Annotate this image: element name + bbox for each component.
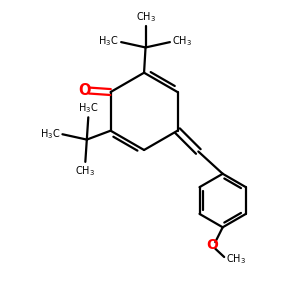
Text: CH$_3$: CH$_3$ <box>172 34 192 48</box>
Text: O: O <box>79 83 91 98</box>
Text: H$_3$C: H$_3$C <box>78 101 98 115</box>
Text: CH$_3$: CH$_3$ <box>226 253 246 266</box>
Text: H$_3$C: H$_3$C <box>40 127 60 141</box>
Text: CH$_3$: CH$_3$ <box>136 11 155 24</box>
Text: CH$_3$: CH$_3$ <box>75 164 95 178</box>
Text: O: O <box>206 238 218 252</box>
Text: H$_3$C: H$_3$C <box>98 34 119 48</box>
